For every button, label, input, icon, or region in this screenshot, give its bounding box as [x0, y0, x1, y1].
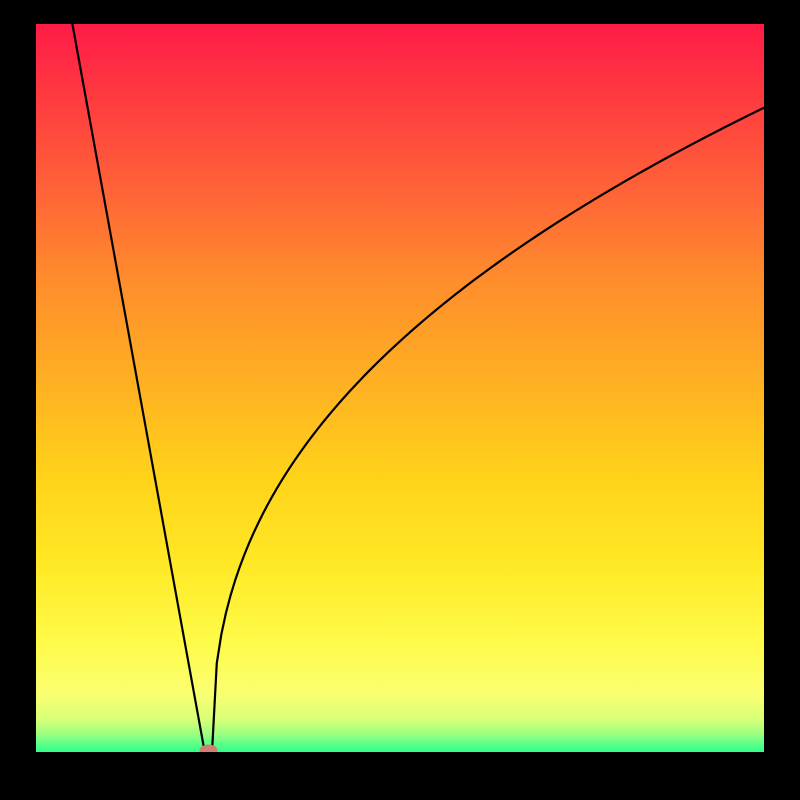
- plot-svg: [36, 24, 764, 752]
- chart-container: TheBottleneck.com: [0, 0, 800, 800]
- watermark-label: TheBottleneck.com: [541, 2, 772, 31]
- gradient-background: [36, 24, 764, 752]
- plot-area: [36, 24, 764, 752]
